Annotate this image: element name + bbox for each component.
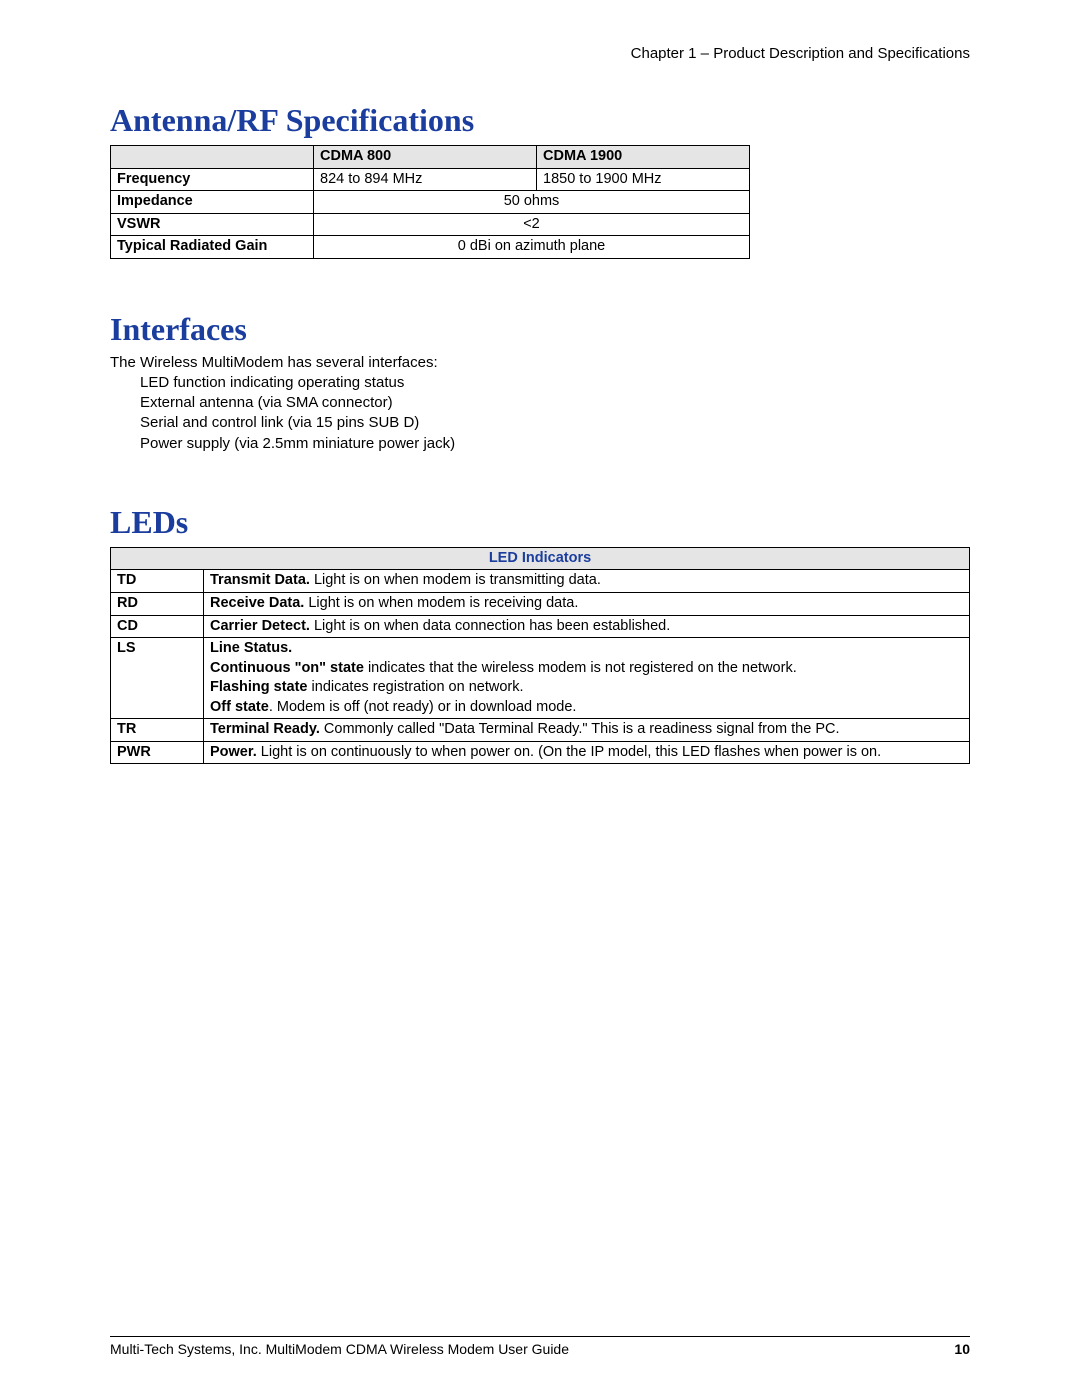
led-desc: Power. Light is on continuously to when … <box>204 741 970 764</box>
chapter-header: Chapter 1 – Product Description and Spec… <box>110 45 970 62</box>
table-row: LS Line Status. Continuous "on" state in… <box>111 638 970 719</box>
led-desc: Transmit Data. Light is on when modem is… <box>204 570 970 593</box>
antenna-spec-table: CDMA 800 CDMA 1900 Frequency 824 to 894 … <box>110 145 750 259</box>
table-cell: 824 to 894 MHz <box>314 168 537 191</box>
list-item: External antenna (via SMA connector) <box>140 393 970 413</box>
led-desc-bold: Terminal Ready. <box>210 721 320 737</box>
led-desc-text: Light is on when data connection has bee… <box>310 618 670 634</box>
led-desc-bold: Carrier Detect. <box>210 618 310 634</box>
table-row: CD Carrier Detect. Light is on when data… <box>111 615 970 638</box>
page-footer: Multi-Tech Systems, Inc. MultiModem CDMA… <box>110 1336 970 1357</box>
footer-left: Multi-Tech Systems, Inc. MultiModem CDMA… <box>110 1341 569 1357</box>
led-desc-text: indicates registration on network. <box>308 679 524 695</box>
section-title-interfaces: Interfaces <box>110 311 970 348</box>
led-indicators-table: LED Indicators TD Transmit Data. Light i… <box>110 547 970 765</box>
led-desc: Line Status. Continuous "on" state indic… <box>204 638 970 719</box>
led-desc-text: Light is on when modem is receiving data… <box>304 595 578 611</box>
led-desc-text: Commonly called "Data Terminal Ready." T… <box>320 721 840 737</box>
table-cell <box>111 146 314 169</box>
led-desc-bold: Flashing state <box>210 679 308 695</box>
led-code: RD <box>111 592 204 615</box>
table-row: Impedance 50 ohms <box>111 191 750 214</box>
table-row: TD Transmit Data. Light is on when modem… <box>111 570 970 593</box>
table-cell-label: VSWR <box>111 213 314 236</box>
led-desc-bold: Line Status. <box>210 640 292 656</box>
led-code: PWR <box>111 741 204 764</box>
led-desc-bold: Off state <box>210 699 269 715</box>
table-row: Typical Radiated Gain 0 dBi on azimuth p… <box>111 236 750 259</box>
led-desc-text: . Modem is off (not ready) or in downloa… <box>269 699 577 715</box>
led-desc-text: indicates that the wireless modem is not… <box>364 660 797 676</box>
led-code: CD <box>111 615 204 638</box>
table-row: RD Receive Data. Light is on when modem … <box>111 592 970 615</box>
section-title-antenna: Antenna/RF Specifications <box>110 102 970 139</box>
interfaces-list: LED function indicating operating status… <box>140 373 970 454</box>
list-item: Power supply (via 2.5mm miniature power … <box>140 434 970 454</box>
table-cell: 0 dBi on azimuth plane <box>314 236 750 259</box>
table-cell: 1850 to 1900 MHz <box>537 168 750 191</box>
led-desc: Carrier Detect. Light is on when data co… <box>204 615 970 638</box>
table-header-cell: CDMA 1900 <box>537 146 750 169</box>
led-desc: Receive Data. Light is on when modem is … <box>204 592 970 615</box>
led-desc: Terminal Ready. Commonly called "Data Te… <box>204 719 970 742</box>
table-cell: 50 ohms <box>314 191 750 214</box>
page: Chapter 1 – Product Description and Spec… <box>0 0 1080 1397</box>
table-row: TR Terminal Ready. Commonly called "Data… <box>111 719 970 742</box>
table-row: VSWR <2 <box>111 213 750 236</box>
table-row: CDMA 800 CDMA 1900 <box>111 146 750 169</box>
interfaces-section: Interfaces The Wireless MultiModem has s… <box>110 311 970 454</box>
table-header-cell: CDMA 800 <box>314 146 537 169</box>
table-row: PWR Power. Light is on continuously to w… <box>111 741 970 764</box>
led-desc-text: Light is on continuously to when power o… <box>257 744 881 760</box>
section-title-leds: LEDs <box>110 504 970 541</box>
table-cell-label: Frequency <box>111 168 314 191</box>
led-desc-text: Light is on when modem is transmitting d… <box>310 572 601 588</box>
table-cell-label: Impedance <box>111 191 314 214</box>
interfaces-intro: The Wireless MultiModem has several inte… <box>110 354 970 371</box>
table-row: Frequency 824 to 894 MHz 1850 to 1900 MH… <box>111 168 750 191</box>
led-desc-bold: Power. <box>210 744 257 760</box>
list-item: Serial and control link (via 15 pins SUB… <box>140 413 970 433</box>
led-code: TR <box>111 719 204 742</box>
led-desc-bold: Continuous "on" state <box>210 660 364 676</box>
led-table-header: LED Indicators <box>111 547 970 570</box>
table-row: LED Indicators <box>111 547 970 570</box>
led-code: TD <box>111 570 204 593</box>
led-desc-bold: Transmit Data. <box>210 572 310 588</box>
table-cell: <2 <box>314 213 750 236</box>
page-number: 10 <box>954 1341 970 1357</box>
table-cell-label: Typical Radiated Gain <box>111 236 314 259</box>
led-desc-bold: Receive Data. <box>210 595 304 611</box>
led-code: LS <box>111 638 204 719</box>
list-item: LED function indicating operating status <box>140 373 970 393</box>
